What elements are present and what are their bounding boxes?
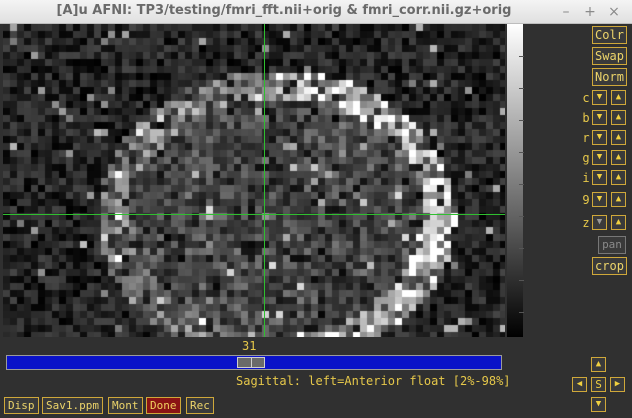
colorbar-tick <box>519 184 524 185</box>
arrow-label-r: r <box>582 131 590 145</box>
colorbar-tick <box>519 56 524 57</box>
z-up-button[interactable]: ▲ <box>611 215 626 230</box>
colorbar-tick <box>519 280 524 281</box>
disp-button[interactable]: Disp <box>4 397 39 414</box>
montage-button[interactable]: Mont <box>108 397 143 414</box>
save-button[interactable]: Sav1.ppm <box>42 397 103 414</box>
norm-button[interactable]: Norm <box>592 68 627 86</box>
colorbar-tick <box>519 88 524 89</box>
nav-down-button[interactable]: ▼ <box>591 397 606 412</box>
9-down-button[interactable]: ▼ <box>592 192 607 207</box>
nav-center-button[interactable]: S <box>591 377 606 392</box>
colorbar-tick <box>519 248 524 249</box>
9-up-button[interactable]: ▲ <box>611 192 626 207</box>
z-down-button[interactable]: ▼ <box>592 215 607 230</box>
maximize-button[interactable]: + <box>584 4 596 20</box>
title-bar: [A]u AFNI: TP3/testing/fmri_fft.nii+orig… <box>0 0 632 24</box>
colorbar-tick <box>519 152 524 153</box>
g-down-button[interactable]: ▼ <box>592 150 607 165</box>
r-up-button[interactable]: ▲ <box>611 130 626 145</box>
close-button[interactable]: × <box>608 4 620 20</box>
arrow-label-g: g <box>582 151 590 165</box>
slice-number: 31 <box>242 339 257 353</box>
arrow-label-c: c <box>582 91 590 105</box>
sagittal-slice-image[interactable] <box>3 24 505 337</box>
brain-image-view[interactable] <box>3 24 505 337</box>
nav-left-button[interactable]: ◀ <box>572 377 587 392</box>
status-line: Sagittal: left=Anterior float [2%-98%] <box>236 374 511 388</box>
nav-up-button[interactable]: ▲ <box>591 357 606 372</box>
nav-right-button[interactable]: ▶ <box>610 377 625 392</box>
record-button[interactable]: Rec <box>186 397 214 414</box>
colorbar-tick <box>519 312 524 313</box>
crosshair-vertical <box>264 24 265 337</box>
i-up-button[interactable]: ▲ <box>611 170 626 185</box>
minimize-button[interactable]: – <box>562 4 570 20</box>
arrow-label-b: b <box>582 111 590 125</box>
crop-button[interactable]: crop <box>592 257 627 275</box>
slice-slider[interactable] <box>6 355 502 370</box>
colorbar-tick <box>519 216 524 217</box>
window-title: [A]u AFNI: TP3/testing/fmri_fft.nii+orig… <box>56 3 512 18</box>
crosshair-horizontal <box>3 214 505 215</box>
done-button[interactable]: Done <box>146 397 181 414</box>
colorbar-tick <box>519 120 524 121</box>
colr-button[interactable]: Colr <box>592 26 627 44</box>
b-up-button[interactable]: ▲ <box>611 110 626 125</box>
swap-button[interactable]: Swap <box>592 47 627 65</box>
arrow-label-z: z <box>582 216 590 230</box>
c-down-button[interactable]: ▼ <box>592 90 607 105</box>
i-down-button[interactable]: ▼ <box>592 170 607 185</box>
arrow-label-i: i <box>582 171 590 185</box>
b-down-button[interactable]: ▼ <box>592 110 607 125</box>
r-down-button[interactable]: ▼ <box>592 130 607 145</box>
g-up-button[interactable]: ▲ <box>611 150 626 165</box>
pan-button[interactable]: pan <box>598 236 626 254</box>
grayscale-colorbar[interactable] <box>507 24 523 337</box>
c-up-button[interactable]: ▲ <box>611 90 626 105</box>
arrow-label-9: 9 <box>582 193 590 207</box>
slice-slider-thumb[interactable] <box>237 357 265 368</box>
